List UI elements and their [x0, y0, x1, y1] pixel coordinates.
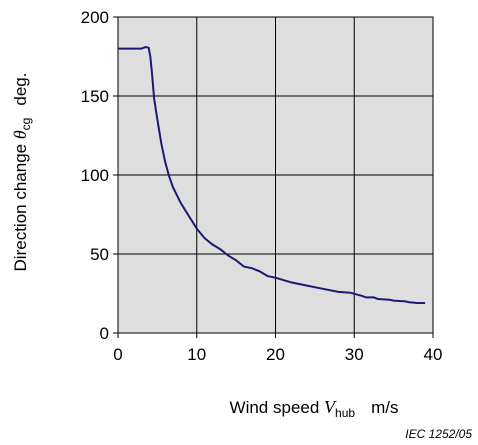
y-axis-subscript: cg [19, 118, 33, 131]
x-axis-label-prefix: Wind speed [230, 398, 325, 417]
x-tick-label-2: 20 [266, 345, 285, 364]
y-tick-label-1: 50 [90, 245, 109, 264]
x-tick-label-3: 30 [345, 345, 364, 364]
x-axis-symbol: V [324, 397, 337, 417]
y-axis-label: Direction change θcg deg. [10, 73, 33, 272]
series-line [118, 45, 426, 304]
y-axis-unit: deg. [11, 73, 30, 106]
x-axis-ticks: 0 10 20 30 40 [113, 333, 442, 364]
y-tick-label-0: 0 [100, 324, 109, 343]
x-tick-label-0: 0 [113, 345, 122, 364]
x-axis-subscript: hub [335, 406, 355, 420]
y-tick-label-3: 150 [81, 87, 109, 106]
x-tick-label-4: 40 [424, 345, 443, 364]
figure-credit: IEC 1252/05 [405, 427, 472, 441]
y-axis-symbol: θ [10, 130, 30, 139]
y-axis-label-prefix: Direction change [11, 139, 30, 271]
x-tick-label-1: 10 [187, 345, 206, 364]
y-tick-label-4: 200 [81, 8, 109, 27]
x-axis-label: Wind speed Vhub m/s [230, 397, 399, 420]
y-tick-label-2: 100 [81, 166, 109, 185]
x-axis-unit: m/s [371, 398, 398, 417]
y-axis-ticks: 0 50 100 150 200 [81, 8, 118, 343]
